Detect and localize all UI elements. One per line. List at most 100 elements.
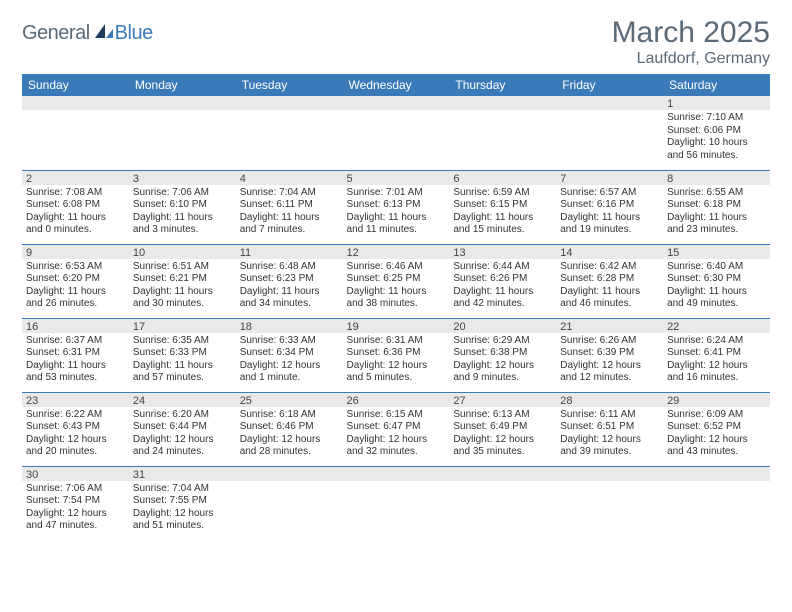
- day-details: Sunrise: 7:08 AMSunset: 6:08 PMDaylight:…: [22, 185, 129, 241]
- sunrise-text: Sunrise: 7:01 AM: [347, 187, 446, 200]
- daylight-text: Daylight: 10 hours and 56 minutes.: [667, 137, 766, 162]
- calendar-day-cell: 7Sunrise: 6:57 AMSunset: 6:16 PMDaylight…: [556, 170, 663, 244]
- calendar-day-cell: 17Sunrise: 6:35 AMSunset: 6:33 PMDayligh…: [129, 318, 236, 392]
- day-details: Sunrise: 6:42 AMSunset: 6:28 PMDaylight:…: [556, 259, 663, 315]
- day-number: 22: [663, 319, 770, 333]
- daylight-text: Daylight: 11 hours and 42 minutes.: [453, 286, 552, 311]
- calendar-day-cell: 24Sunrise: 6:20 AMSunset: 6:44 PMDayligh…: [129, 392, 236, 466]
- day-number: [236, 96, 343, 110]
- day-details: Sunrise: 6:29 AMSunset: 6:38 PMDaylight:…: [449, 333, 556, 389]
- day-number: 10: [129, 245, 236, 259]
- daylight-text: Daylight: 11 hours and 23 minutes.: [667, 212, 766, 237]
- sail-icon: [93, 22, 115, 45]
- calendar-day-cell: 29Sunrise: 6:09 AMSunset: 6:52 PMDayligh…: [663, 392, 770, 466]
- day-number: 3: [129, 171, 236, 185]
- day-details: Sunrise: 6:59 AMSunset: 6:15 PMDaylight:…: [449, 185, 556, 241]
- day-details: Sunrise: 7:04 AMSunset: 7:55 PMDaylight:…: [129, 481, 236, 537]
- day-details: Sunrise: 6:44 AMSunset: 6:26 PMDaylight:…: [449, 259, 556, 315]
- day-details: [22, 110, 129, 116]
- calendar-day-cell: 5Sunrise: 7:01 AMSunset: 6:13 PMDaylight…: [343, 170, 450, 244]
- day-details: [343, 110, 450, 116]
- daylight-text: Daylight: 12 hours and 20 minutes.: [26, 434, 125, 459]
- month-title: March 2025: [612, 18, 770, 48]
- day-details: Sunrise: 6:55 AMSunset: 6:18 PMDaylight:…: [663, 185, 770, 241]
- day-number: [449, 467, 556, 481]
- sunset-text: Sunset: 6:41 PM: [667, 347, 766, 360]
- sunrise-text: Sunrise: 6:26 AM: [560, 335, 659, 348]
- calendar-day-cell: 3Sunrise: 7:06 AMSunset: 6:10 PMDaylight…: [129, 170, 236, 244]
- day-number: 15: [663, 245, 770, 259]
- daylight-text: Daylight: 11 hours and 30 minutes.: [133, 286, 232, 311]
- sunset-text: Sunset: 6:23 PM: [240, 273, 339, 286]
- calendar-table: Sunday Monday Tuesday Wednesday Thursday…: [22, 74, 770, 540]
- sunrise-text: Sunrise: 6:18 AM: [240, 409, 339, 422]
- calendar-day-cell: [236, 96, 343, 170]
- day-details: Sunrise: 6:37 AMSunset: 6:31 PMDaylight:…: [22, 333, 129, 389]
- calendar-day-cell: [449, 96, 556, 170]
- weekday-header: Thursday: [449, 74, 556, 96]
- sunrise-text: Sunrise: 6:35 AM: [133, 335, 232, 348]
- sunset-text: Sunset: 6:20 PM: [26, 273, 125, 286]
- calendar-day-cell: 9Sunrise: 6:53 AMSunset: 6:20 PMDaylight…: [22, 244, 129, 318]
- day-details: [556, 110, 663, 116]
- sunrise-text: Sunrise: 6:37 AM: [26, 335, 125, 348]
- calendar-day-cell: [236, 466, 343, 540]
- daylight-text: Daylight: 11 hours and 7 minutes.: [240, 212, 339, 237]
- calendar-day-cell: 4Sunrise: 7:04 AMSunset: 6:11 PMDaylight…: [236, 170, 343, 244]
- sunrise-text: Sunrise: 6:51 AM: [133, 261, 232, 274]
- daylight-text: Daylight: 12 hours and 16 minutes.: [667, 360, 766, 385]
- calendar-day-cell: 10 Sunrise: 6:51 AMSunset: 6:21 PMDayligh…: [129, 244, 236, 318]
- day-number: 27: [449, 393, 556, 407]
- sunrise-text: Sunrise: 6:33 AM: [240, 335, 339, 348]
- day-details: Sunrise: 6:53 AMSunset: 6:20 PMDaylight:…: [22, 259, 129, 315]
- sunset-text: Sunset: 6:26 PM: [453, 273, 552, 286]
- day-details: Sunrise: 7:06 AMSunset: 6:10 PMDaylight:…: [129, 185, 236, 241]
- sunset-text: Sunset: 6:13 PM: [347, 199, 446, 212]
- weekday-header: Tuesday: [236, 74, 343, 96]
- calendar-day-cell: [343, 96, 450, 170]
- day-number: 5: [343, 171, 450, 185]
- sunrise-text: Sunrise: 6:44 AM: [453, 261, 552, 274]
- day-number: [236, 467, 343, 481]
- day-number: 16: [22, 319, 129, 333]
- weekday-header-row: Sunday Monday Tuesday Wednesday Thursday…: [22, 74, 770, 96]
- sunrise-text: Sunrise: 7:04 AM: [133, 483, 232, 496]
- day-number: [556, 96, 663, 110]
- day-number: 9: [22, 245, 129, 259]
- day-number: 26: [343, 393, 450, 407]
- weekday-header: Sunday: [22, 74, 129, 96]
- daylight-text: Daylight: 12 hours and 32 minutes.: [347, 434, 446, 459]
- daylight-text: Daylight: 11 hours and 3 minutes.: [133, 212, 232, 237]
- sunrise-text: Sunrise: 6:57 AM: [560, 187, 659, 200]
- calendar-week-row: 23Sunrise: 6:22 AMSunset: 6:43 PMDayligh…: [22, 392, 770, 466]
- day-number: 19: [343, 319, 450, 333]
- sunset-text: Sunset: 6:31 PM: [26, 347, 125, 360]
- sunset-text: Sunset: 6:21 PM: [133, 273, 232, 286]
- day-number: [343, 96, 450, 110]
- calendar-day-cell: [343, 466, 450, 540]
- day-number: 21: [556, 319, 663, 333]
- day-number: 12: [343, 245, 450, 259]
- calendar-day-cell: 19Sunrise: 6:31 AMSunset: 6:36 PMDayligh…: [343, 318, 450, 392]
- day-number: [556, 467, 663, 481]
- calendar-day-cell: [556, 96, 663, 170]
- sunset-text: Sunset: 6:08 PM: [26, 199, 125, 212]
- header: General Blue March 2025 Laufdorf, German…: [22, 18, 770, 68]
- day-number: 31: [129, 467, 236, 481]
- calendar-day-cell: 31Sunrise: 7:04 AMSunset: 7:55 PMDayligh…: [129, 466, 236, 540]
- calendar-week-row: 30Sunrise: 7:06 AMSunset: 7:54 PMDayligh…: [22, 466, 770, 540]
- day-details: Sunrise: 6:31 AMSunset: 6:36 PMDaylight:…: [343, 333, 450, 389]
- sunrise-text: Sunrise: 6:22 AM: [26, 409, 125, 422]
- sunrise-text: Sunrise: 6:31 AM: [347, 335, 446, 348]
- weekday-header: Wednesday: [343, 74, 450, 96]
- daylight-text: Daylight: 11 hours and 15 minutes.: [453, 212, 552, 237]
- sunset-text: Sunset: 7:55 PM: [133, 495, 232, 508]
- sunrise-text: Sunrise: 7:06 AM: [26, 483, 125, 496]
- calendar-day-cell: [22, 96, 129, 170]
- day-number: [22, 96, 129, 110]
- page: General Blue March 2025 Laufdorf, German…: [0, 0, 792, 540]
- day-details: [343, 481, 450, 487]
- sunrise-text: Sunrise: 6:59 AM: [453, 187, 552, 200]
- sunset-text: Sunset: 6:34 PM: [240, 347, 339, 360]
- daylight-text: Daylight: 12 hours and 9 minutes.: [453, 360, 552, 385]
